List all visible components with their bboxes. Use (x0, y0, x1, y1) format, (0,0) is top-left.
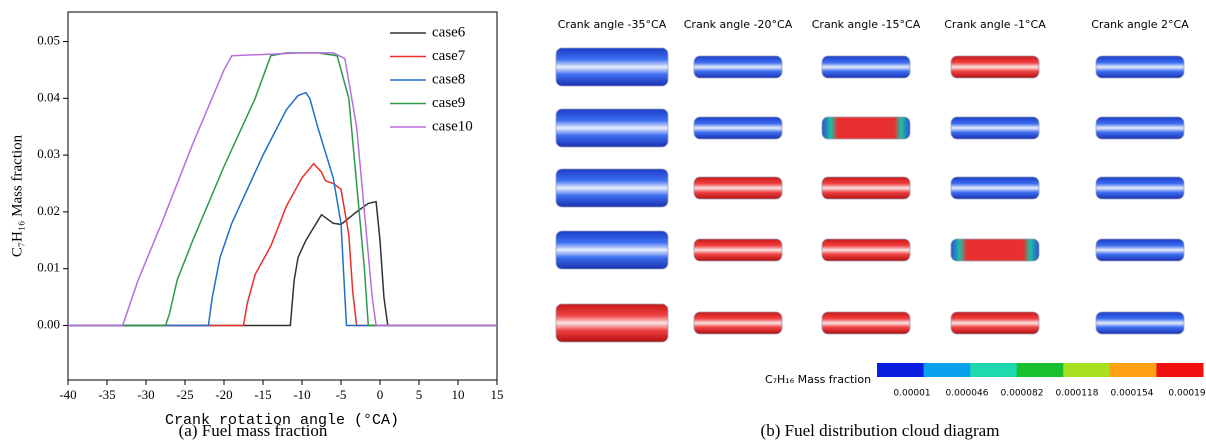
column-header: Crank angle -35°CA (558, 18, 667, 31)
cloud-cell (1096, 177, 1184, 199)
y-tick-label: 0.03 (37, 146, 60, 161)
colorbar-tick-label: 0.00019 (1168, 389, 1205, 399)
x-tick-label: 0 (377, 387, 384, 402)
cloud-cell (822, 56, 910, 78)
figure: C₇H₁₆ Mass fraction Crank rotation angle… (0, 0, 1206, 443)
colorbar-segment (1017, 363, 1064, 377)
x-tick-label: -35 (98, 387, 115, 402)
cloud-cell (822, 239, 910, 261)
cloud-cell (822, 177, 910, 199)
cloud-cell (694, 56, 782, 78)
colorbar-tick-label: 0.000046 (946, 389, 989, 399)
colorbar-tick-label: 0.000118 (1056, 389, 1099, 399)
cloud-cell (1096, 312, 1184, 334)
y-tick-label: 0.00 (37, 316, 60, 331)
cloud-cell (556, 109, 668, 147)
x-tick-label: 10 (452, 387, 465, 402)
colorbar-segment (1110, 363, 1157, 377)
colorbar-label: C₇H₁₆ Mass fraction (765, 373, 871, 386)
cloud-cell (694, 177, 782, 199)
cloud-cell (694, 239, 782, 261)
y-tick-label: 0.01 (37, 260, 60, 275)
colorbar-segment (1063, 363, 1110, 377)
colorbar-tick-label: 0.00001 (893, 389, 930, 399)
cloud-cell (951, 56, 1039, 78)
cloud-cell (951, 312, 1039, 334)
cloud-cell (951, 117, 1039, 139)
legend-label: case6 (432, 24, 466, 40)
cloud-cell (951, 177, 1039, 199)
x-tick-label: -30 (137, 387, 154, 402)
x-tick-label: 5 (416, 387, 423, 402)
x-tick-label: -10 (293, 387, 310, 402)
cloud-cell (556, 304, 668, 342)
colorbar-segment (877, 363, 924, 377)
cloud-cell (951, 239, 1039, 261)
y-tick-label: 0.02 (37, 203, 60, 218)
column-header: Crank angle -1°CA (944, 18, 1046, 31)
x-tick-label: -40 (59, 387, 76, 402)
x-tick-label: 15 (491, 387, 504, 402)
x-tick-label: -15 (254, 387, 271, 402)
caption: (a) Fuel mass fraction (179, 421, 328, 440)
legend-label: case7 (432, 48, 466, 64)
legend-label: case8 (432, 71, 465, 87)
colorbar-tick-label: 0.000082 (1001, 389, 1044, 399)
data-line (68, 202, 497, 326)
x-tick-label: -5 (336, 387, 347, 402)
cloud-cell (822, 117, 910, 139)
y-axis-label: C₇H₁₆ Mass fraction (9, 134, 25, 257)
cloud-cell (694, 117, 782, 139)
data-line (68, 164, 497, 326)
cloud-cell (556, 169, 668, 207)
column-header: Crank angle 2°CA (1091, 18, 1189, 31)
cloud-cell (556, 231, 668, 269)
cloud-cell (1096, 239, 1184, 261)
colorbar-tick-label: 0.000154 (1111, 389, 1154, 399)
cloud-cell (1096, 56, 1184, 78)
column-header: Crank angle -20°CA (684, 18, 793, 31)
x-tick-label: -20 (215, 387, 232, 402)
cloud-cell (556, 48, 668, 86)
cloud-cell (822, 312, 910, 334)
cloud-cell (1096, 117, 1184, 139)
caption: (b) Fuel distribution cloud diagram (761, 421, 1000, 440)
y-tick-label: 0.05 (37, 33, 60, 48)
y-tick-label: 0.04 (37, 89, 60, 104)
data-line (68, 53, 497, 326)
colorbar-segment (1156, 363, 1203, 377)
x-tick-label: -25 (176, 387, 193, 402)
column-header: Crank angle -15°CA (812, 18, 921, 31)
colorbar-segment (970, 363, 1017, 377)
cloud-cell (694, 312, 782, 334)
legend-label: case10 (432, 118, 473, 134)
colorbar-segment (924, 363, 971, 377)
legend-label: case9 (432, 95, 465, 111)
data-line (68, 53, 497, 326)
